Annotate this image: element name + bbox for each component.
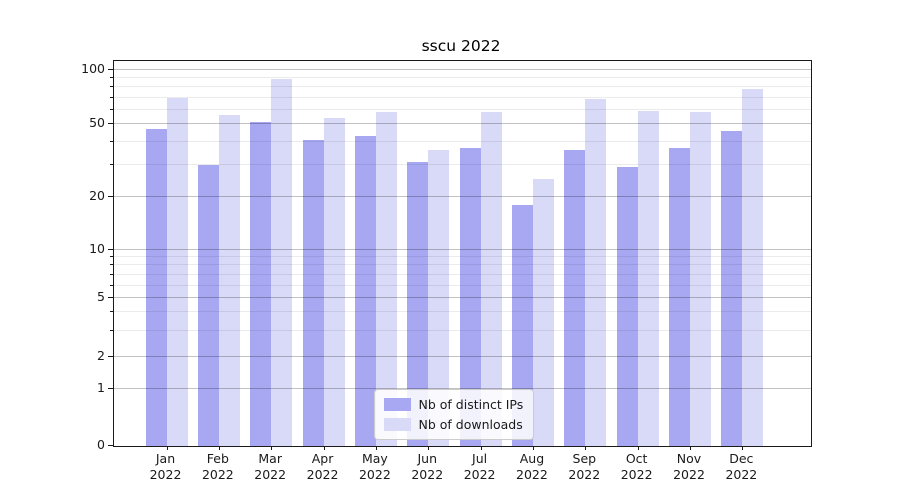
x-tick-mark-aug [532, 446, 534, 450]
x-tick-mark-jun [428, 446, 430, 450]
y-tick-label-2: 2 [97, 347, 105, 363]
x-axis-tick-labels: Jan 2022 Feb 2022 Mar 2022 Apr 2022 May 2022… [113, 451, 811, 491]
x-tick-mark-apr [323, 446, 325, 450]
y-tick-mark-7 [109, 273, 113, 275]
x-tick-label-apr: Apr 2022 [306, 451, 339, 482]
bar-mar-distinct-ips [250, 122, 272, 446]
bar-mar-downloads [271, 79, 293, 446]
bar-apr-downloads [323, 118, 345, 446]
y-tick-mark-8 [109, 264, 113, 266]
x-tick-label-jun: Jun 2022 [411, 451, 444, 482]
x-tick-mark-may [375, 446, 377, 450]
y-tick-label-20: 20 [89, 187, 105, 203]
plot-area: Nb of distinct IPs Nb of downloads [107, 60, 812, 450]
bar-sep-downloads [585, 98, 607, 446]
bar-dec-downloads [742, 89, 764, 446]
y-tick-mark-100 [107, 69, 113, 71]
legend-swatch-distinct-ips [383, 398, 411, 411]
legend-swatch-downloads [383, 418, 411, 431]
bar-aug-downloads [532, 179, 554, 446]
x-tick-mark-nov [690, 446, 691, 450]
y-tick-label-0: 0 [97, 437, 105, 452]
x-tick-label-feb: Feb 2022 [201, 451, 234, 482]
x-tick-label-nov: Nov 2022 [673, 451, 705, 482]
y-tick-mark-5 [107, 297, 113, 299]
legend-row-downloads: Nb of downloads [383, 417, 524, 432]
bar-apr-distinct-ips [302, 139, 324, 446]
legend-row-distinct-ips: Nb of distinct IPs [383, 397, 524, 412]
x-tick-label-oct: Oct 2022 [620, 451, 653, 482]
bar-may-downloads [375, 112, 397, 446]
y-tick-mark-80 [109, 86, 113, 88]
y-tick-mark-50 [107, 123, 113, 124]
bar-sep-distinct-ips [564, 150, 586, 446]
tickmark-layer [107, 61, 812, 450]
bar-may-distinct-ips [354, 136, 376, 446]
y-tick-mark-2 [107, 355, 113, 357]
x-tick-label-sep: Sep 2022 [568, 451, 601, 482]
y-tick-mark-9 [109, 256, 113, 258]
x-tick-mark-dec [742, 446, 744, 450]
x-tick-mark-sep [585, 446, 587, 450]
bar-aug-distinct-ips [511, 204, 533, 446]
y-tick-mark-40 [109, 140, 113, 142]
x-tick-label-may: May 2022 [358, 451, 391, 482]
legend-label-distinct-ips: Nb of distinct IPs [418, 397, 524, 412]
y-tick-mark-1 [107, 388, 113, 390]
bar-jun-downloads [428, 150, 450, 446]
y-axis-tick-labels: 0 1 2 5 10 20 50 100 [55, 60, 105, 450]
bar-nov-downloads [690, 112, 711, 446]
legend-label-downloads: Nb of downloads [418, 417, 523, 432]
y-tick-mark-20 [107, 195, 113, 197]
x-tick-mark-mar [271, 446, 273, 450]
bar-jul-distinct-ips [459, 147, 481, 446]
x-tick-label-jan: Jan 2022 [149, 451, 182, 482]
x-tick-label-mar: Mar 2022 [254, 451, 287, 482]
y-tick-label-10: 10 [89, 240, 105, 256]
x-tick-mark-feb [218, 446, 220, 450]
y-tick-label-100: 100 [81, 61, 105, 77]
bars-layer [114, 61, 812, 446]
legend: Nb of distinct IPs Nb of downloads [373, 389, 535, 440]
bar-nov-distinct-ips [669, 147, 690, 446]
y-tick-label-1: 1 [97, 380, 105, 396]
y-tick-label-5: 5 [97, 289, 105, 305]
bar-dec-distinct-ips [721, 130, 743, 446]
bar-jan-downloads [166, 97, 188, 446]
x-tick-mark-jul [480, 446, 482, 450]
y-tick-mark-3 [109, 329, 113, 331]
y-tick-mark-70 [109, 96, 113, 98]
bar-jan-distinct-ips [145, 128, 167, 446]
bar-jun-distinct-ips [407, 161, 429, 446]
chart-title: sscu 2022 [421, 37, 501, 55]
x-tick-label-aug: Aug 2022 [516, 451, 548, 482]
x-tick-mark-oct [637, 446, 639, 450]
y-tick-mark-0 [107, 445, 113, 446]
bar-feb-distinct-ips [197, 164, 219, 446]
y-tick-mark-60 [109, 108, 113, 110]
y-tick-mark-30 [109, 163, 113, 165]
x-tick-mark-jan [166, 446, 168, 450]
bar-feb-downloads [218, 115, 240, 446]
y-tick-mark-10 [107, 248, 113, 250]
x-tick-label-dec: Dec 2022 [725, 451, 758, 482]
y-tick-mark-90 [109, 77, 113, 79]
bar-jul-downloads [480, 112, 502, 446]
bar-oct-downloads [637, 111, 659, 446]
y-tick-mark-6 [109, 284, 113, 286]
y-tick-label-50: 50 [89, 115, 105, 130]
x-tick-label-jul: Jul 2022 [463, 451, 496, 482]
y-tick-mark-4 [109, 311, 113, 313]
bar-oct-distinct-ips [616, 167, 638, 446]
